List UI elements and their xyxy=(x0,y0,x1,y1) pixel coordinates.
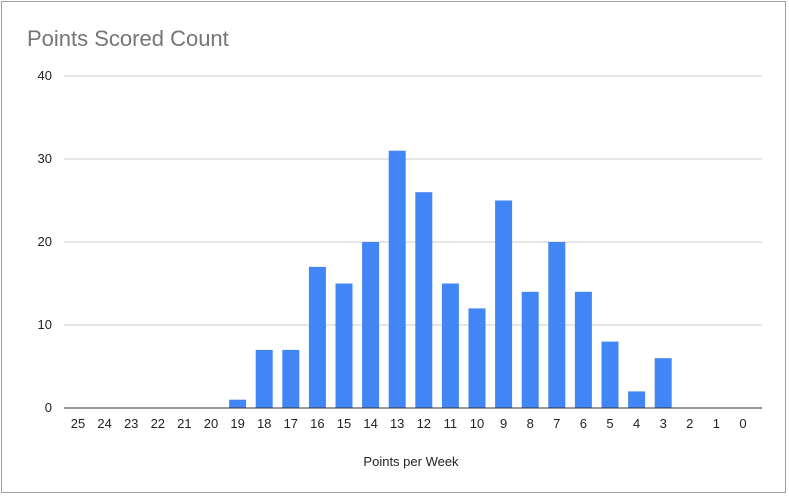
bar xyxy=(574,291,592,408)
bar xyxy=(654,358,672,408)
bar xyxy=(415,192,433,408)
y-tick-label: 40 xyxy=(38,68,52,83)
bar xyxy=(521,291,539,408)
x-tick-label: 12 xyxy=(417,416,431,431)
x-tick-label: 3 xyxy=(660,416,667,431)
bar xyxy=(308,266,326,408)
x-tick-label: 20 xyxy=(204,416,218,431)
bar xyxy=(388,150,406,408)
x-tick-label: 19 xyxy=(230,416,244,431)
bar xyxy=(255,349,273,408)
y-tick-label: 10 xyxy=(38,317,52,332)
bar xyxy=(441,283,459,408)
x-tick-label: 7 xyxy=(553,416,560,431)
x-tick-label: 18 xyxy=(257,416,271,431)
y-tick-label: 0 xyxy=(45,400,52,415)
bar xyxy=(601,341,619,408)
x-tick-label: 10 xyxy=(470,416,484,431)
x-tick-label: 4 xyxy=(633,416,640,431)
x-tick-label: 9 xyxy=(500,416,507,431)
x-tick-label: 16 xyxy=(310,416,324,431)
bars xyxy=(229,150,672,408)
bar xyxy=(468,308,486,408)
bar xyxy=(628,391,646,408)
bar xyxy=(335,283,353,408)
x-tick-label: 11 xyxy=(444,416,458,431)
bar xyxy=(495,200,513,408)
x-tick-label: 22 xyxy=(151,416,165,431)
x-tick-label: 13 xyxy=(390,416,404,431)
y-axis-ticks: 0 10 20 30 40 xyxy=(38,68,52,415)
x-tick-label: 21 xyxy=(177,416,191,431)
x-axis-label: Points per Week xyxy=(363,454,459,469)
x-tick-label: 23 xyxy=(124,416,138,431)
chart-title: Points Scored Count xyxy=(27,26,229,51)
x-tick-label: 1 xyxy=(713,416,720,431)
y-tick-label: 30 xyxy=(38,151,52,166)
x-tick-label: 5 xyxy=(606,416,613,431)
x-tick-label: 2 xyxy=(686,416,693,431)
x-axis-ticks: 25 24 23 22 21 20 19 18 17 16 15 14 13 12 11 10 9 8 7 6 5 4 3 2… xyxy=(71,416,747,431)
x-tick-label: 14 xyxy=(363,416,377,431)
x-tick-label: 6 xyxy=(580,416,587,431)
y-tick-label: 20 xyxy=(38,234,52,249)
bar xyxy=(282,349,300,408)
bar xyxy=(362,242,380,408)
x-tick-label: 0 xyxy=(739,416,746,431)
x-tick-label: 25 xyxy=(71,416,85,431)
x-tick-label: 15 xyxy=(337,416,351,431)
x-tick-label: 8 xyxy=(527,416,534,431)
x-tick-label: 17 xyxy=(284,416,298,431)
bar xyxy=(229,399,247,408)
bar xyxy=(548,242,566,408)
x-tick-label: 24 xyxy=(97,416,111,431)
grid-lines xyxy=(64,75,762,326)
